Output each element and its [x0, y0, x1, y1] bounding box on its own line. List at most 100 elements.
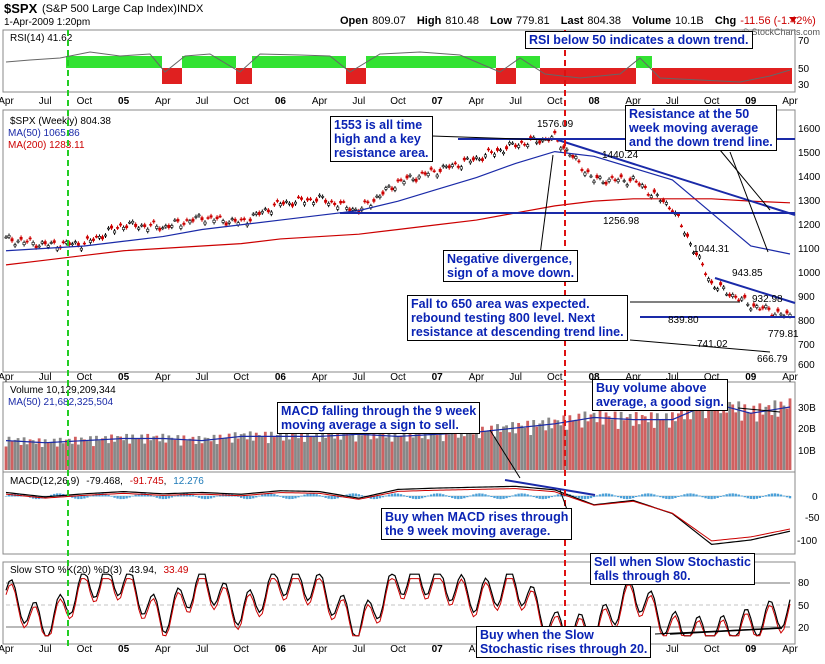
volume-bar — [312, 435, 315, 470]
macd-hist-bar — [161, 496, 164, 500]
price-candle — [306, 198, 310, 201]
volume-bar — [149, 440, 153, 470]
macd-hist-bar — [246, 496, 249, 500]
macd-hist-bar — [547, 496, 550, 499]
price-candle — [538, 140, 542, 144]
macd-hist-bar — [659, 496, 662, 498]
price-candle — [342, 201, 346, 203]
macd-hist-bar — [761, 496, 765, 497]
volume-bar — [589, 414, 593, 470]
macd-hist-value: 12.276 — [173, 476, 204, 487]
price-candle — [562, 145, 566, 149]
price-candle — [426, 173, 430, 177]
macd-hist-bar — [288, 496, 291, 500]
macd-hist-bar — [372, 496, 376, 500]
volume-tick-30b: 30B — [798, 403, 816, 414]
price-candle — [423, 172, 427, 175]
volume-bar — [438, 429, 442, 470]
macd-hist-bar — [442, 494, 445, 497]
volume-bar — [752, 405, 756, 470]
macd-hist-bar — [209, 496, 213, 499]
macd-hist-bar — [297, 496, 300, 498]
macd-hist-bar — [668, 496, 671, 500]
callout-741: 741.02 — [697, 339, 728, 350]
macd-hist-bar — [749, 496, 752, 499]
price-candle — [758, 308, 762, 311]
macd-hist-bar — [387, 494, 391, 497]
price-candle — [592, 180, 596, 183]
x-tick-label: Oct — [390, 644, 406, 655]
volume-bar — [269, 431, 273, 470]
volume-bar — [104, 436, 107, 470]
volume-bar — [420, 438, 424, 470]
price-candle — [100, 236, 104, 240]
macd-hist-bar — [695, 494, 698, 497]
price-candle — [785, 310, 789, 314]
x-tick-label: 09 — [745, 644, 757, 655]
volume-bar — [520, 425, 524, 470]
x-tick-label: 06 — [275, 372, 287, 383]
volume-bar — [535, 426, 539, 470]
macd-hist-bar — [354, 493, 357, 497]
volume-bar — [16, 438, 20, 470]
price-candle — [692, 252, 696, 254]
price-candle — [122, 226, 126, 230]
macd-hist-bar — [439, 493, 442, 497]
price-candle — [46, 245, 50, 248]
price-candle — [411, 178, 415, 181]
open-value: 809.07 — [372, 15, 406, 27]
volume-bar — [67, 438, 71, 470]
price-candle — [767, 307, 771, 310]
ma200-line — [5, 198, 791, 266]
x-tick-label: Jul — [666, 372, 679, 383]
macd-hist-bar — [411, 496, 415, 499]
macd-hist-bar — [758, 496, 762, 498]
volume-bar — [306, 432, 309, 470]
volume-bar — [704, 418, 707, 470]
price-candle — [40, 241, 44, 244]
volume-bar — [580, 427, 584, 470]
volume-bar — [309, 436, 312, 470]
macd-hist-bar — [80, 496, 83, 500]
macd-hist-bar — [306, 493, 309, 497]
last-label: Last — [561, 15, 584, 27]
volume-bar — [450, 431, 454, 470]
sto-tick-80: 80 — [798, 578, 810, 589]
macd-hist-bar — [722, 495, 725, 497]
volume-bar — [291, 433, 294, 470]
volume-bar — [429, 430, 433, 470]
volume-bar — [755, 421, 759, 470]
volume-bar — [456, 437, 460, 470]
macd-hist-bar — [755, 496, 759, 499]
x-tick-label: Apr — [0, 372, 14, 383]
price-candle — [667, 207, 671, 210]
down-arrow-icon — [789, 17, 797, 22]
ma50-legend: MA(50) 1065.86 — [8, 128, 80, 139]
price-candle — [128, 221, 132, 224]
macd-hist-bar — [7, 494, 11, 497]
macd-hist-bar — [529, 495, 532, 497]
macd-hist-bar — [261, 494, 264, 497]
macd-hist-bar — [556, 494, 560, 497]
macd-hist-bar — [713, 496, 716, 499]
volume-bar — [327, 433, 331, 470]
volume-bar — [324, 437, 328, 470]
macd-hist-bar — [357, 494, 360, 497]
price-tick: 600 — [798, 360, 815, 371]
volume-bar — [526, 420, 530, 470]
volume-bar — [502, 426, 505, 470]
macd-hist-bar — [632, 496, 635, 499]
macd-hist-bar — [140, 493, 143, 497]
volume-bar — [716, 397, 720, 470]
short-downtrend-line — [714, 277, 796, 304]
volume-bar — [444, 428, 448, 470]
macd-hist-bar — [734, 493, 737, 497]
macd-hist-bar — [206, 496, 210, 500]
price-candle — [146, 228, 150, 232]
macd-hist-bar — [203, 496, 207, 500]
volume-bar — [622, 420, 626, 470]
x-tick-label: Apr — [0, 96, 14, 107]
macd-hist-bar — [613, 495, 617, 497]
macd-hist-bar — [752, 496, 756, 500]
macd-hist-bar — [559, 493, 563, 497]
